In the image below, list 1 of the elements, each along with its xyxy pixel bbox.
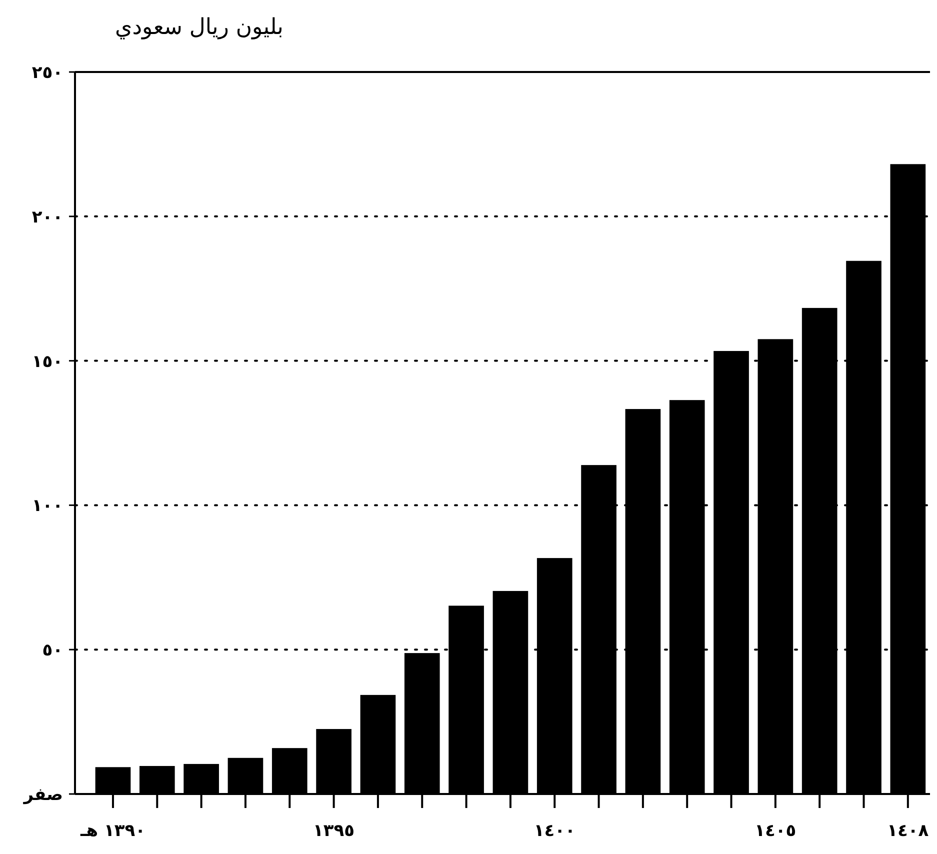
- ylabel: بليون ريال سعودي: [115, 15, 284, 40]
